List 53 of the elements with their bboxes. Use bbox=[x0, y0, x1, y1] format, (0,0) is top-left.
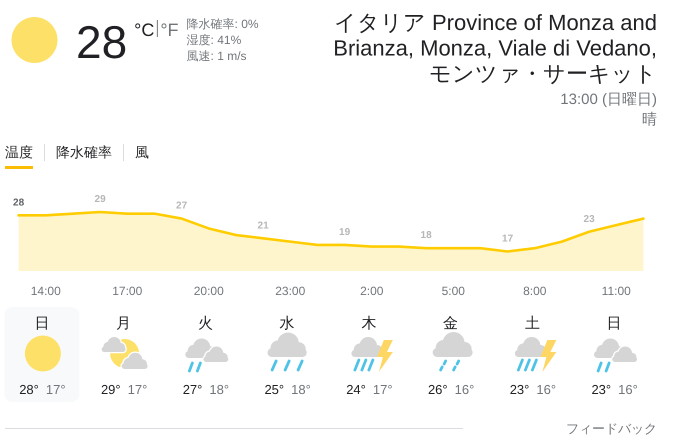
data-label: 18° bbox=[209, 382, 230, 397]
text: 晴 bbox=[642, 111, 657, 128]
data-label: 29 bbox=[94, 194, 106, 205]
data-label: 18 bbox=[420, 230, 432, 242]
data-label: 27 bbox=[176, 200, 188, 212]
data-label: 23° bbox=[510, 382, 530, 397]
text: 湿度: 41% bbox=[186, 33, 242, 47]
text: フィードバック bbox=[566, 421, 657, 436]
data-label: 29° bbox=[100, 382, 121, 397]
category-label: 木 bbox=[361, 315, 376, 332]
category-label: 金 bbox=[443, 315, 458, 332]
x-tick-label: 8:00 bbox=[523, 284, 547, 298]
data-label: 25° bbox=[264, 382, 284, 397]
x-tick-label: 2:00 bbox=[360, 284, 384, 298]
text: 風速: 1 m/s bbox=[186, 49, 247, 63]
x-tick-label: 20:00 bbox=[194, 284, 224, 298]
data-label: 21 bbox=[258, 220, 270, 232]
x-tick-label: 14:00 bbox=[30, 284, 62, 298]
x-tick-label: 11:00 bbox=[602, 284, 632, 298]
data-label: 19 bbox=[339, 226, 351, 238]
data-label: 16° bbox=[454, 382, 474, 397]
text: °F bbox=[160, 20, 179, 40]
category-label: 水 bbox=[280, 315, 295, 332]
category-label: 土 bbox=[524, 315, 540, 332]
category-label: 火 bbox=[198, 315, 213, 332]
data-label: 16° bbox=[536, 382, 556, 397]
data-label: 24° bbox=[346, 382, 366, 397]
text: 風 bbox=[135, 144, 149, 160]
category-label: 日 bbox=[606, 315, 622, 332]
text: 13:00 (日曜日) bbox=[560, 91, 657, 108]
x-tick-label: 5:00 bbox=[442, 284, 466, 298]
text: 温度 bbox=[5, 144, 33, 160]
text: イタリア Province of Monza and Brianza, Monza, Viale di Vedano, モンツァ・サーキット bbox=[333, 10, 657, 86]
data-label: 28° bbox=[19, 382, 39, 397]
data-label: 18° bbox=[291, 382, 311, 397]
data-label: 16° bbox=[618, 382, 638, 397]
data-label: 23 bbox=[584, 214, 596, 225]
category-label: 月 bbox=[116, 315, 132, 332]
text: 降水確率 bbox=[56, 144, 112, 160]
text: 降水確率: 0% bbox=[186, 17, 259, 31]
data-label: 28 bbox=[13, 197, 25, 208]
data-label: 17 bbox=[502, 234, 514, 244]
text: °C bbox=[134, 20, 154, 40]
data-label: 17° bbox=[46, 382, 66, 397]
x-tick-label: 23:00 bbox=[275, 284, 306, 298]
x-tick-label: 17:00 bbox=[112, 284, 143, 298]
data-label: 27° bbox=[182, 382, 202, 397]
data-label: 26° bbox=[428, 382, 448, 397]
category-label: 日 bbox=[34, 315, 50, 332]
text: 28 bbox=[76, 16, 128, 68]
data-label: 17° bbox=[128, 382, 148, 397]
data-label: 23° bbox=[591, 382, 612, 397]
data-label: 17° bbox=[372, 382, 393, 397]
